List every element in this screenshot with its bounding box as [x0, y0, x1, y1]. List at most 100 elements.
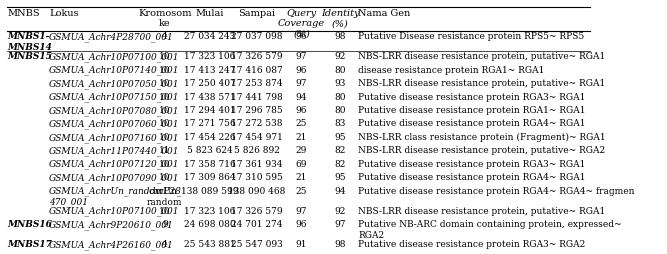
Text: NBS-LRR disease resistance protein, putative~ RGA1: NBS-LRR disease resistance protein, puta… [358, 79, 606, 88]
Text: MNBS15: MNBS15 [7, 52, 52, 61]
Text: 17 294 401: 17 294 401 [183, 106, 235, 115]
Text: 9: 9 [162, 220, 167, 229]
Text: Putative NB-ARC domain containing protein, expressed~
RGA2: Putative NB-ARC domain containing protei… [358, 220, 622, 240]
Text: 17 454 971: 17 454 971 [231, 133, 283, 142]
Text: 96: 96 [296, 32, 307, 41]
Text: GSMUA_Achr9P20610_001: GSMUA_Achr9P20610_001 [49, 220, 173, 230]
Text: NBS-LRR class resistance protein (Fragment)~ RGA1: NBS-LRR class resistance protein (Fragme… [358, 133, 606, 142]
Text: NBS-LRR disease resistance protein, putative~ RGA1: NBS-LRR disease resistance protein, puta… [358, 52, 606, 61]
Text: GSMUA_Achr10P07100_001: GSMUA_Achr10P07100_001 [49, 207, 179, 216]
Text: 17 323 106: 17 323 106 [184, 207, 235, 216]
Text: 17 361 934: 17 361 934 [231, 160, 283, 169]
Text: 10: 10 [159, 79, 171, 88]
Text: 97: 97 [296, 79, 307, 88]
Text: GSMUA_Achr10P07060_001: GSMUA_Achr10P07060_001 [49, 119, 179, 129]
Text: 10: 10 [159, 52, 171, 61]
Text: 17 326 579: 17 326 579 [231, 52, 283, 61]
Text: 97: 97 [296, 52, 307, 61]
Text: 17 253 874: 17 253 874 [231, 79, 283, 88]
Text: Putative Disease resistance protein RPS5~ RPS5: Putative Disease resistance protein RPS5… [358, 32, 584, 41]
Text: 95: 95 [334, 173, 346, 182]
Text: 4: 4 [162, 240, 167, 249]
Text: GSMUA_Achr10P07120_001: GSMUA_Achr10P07120_001 [49, 160, 179, 169]
Text: 95: 95 [334, 133, 346, 142]
Text: 94: 94 [334, 187, 346, 196]
Text: 10: 10 [159, 160, 171, 169]
Text: GSMUA_Achr4P26160_001: GSMUA_Achr4P26160_001 [49, 240, 173, 250]
Text: GSMUA_AchrUn_randomP28
470_001: GSMUA_AchrUn_randomP28 470_001 [49, 187, 182, 208]
Text: Putative disease resistance protein RGA3~ RGA1: Putative disease resistance protein RGA3… [358, 93, 586, 102]
Text: MNBS16: MNBS16 [7, 220, 52, 229]
Text: 96: 96 [296, 106, 307, 115]
Text: Putative disease resistance protein RGA1~ RGA1: Putative disease resistance protein RGA1… [358, 106, 586, 115]
Text: 17 454 226: 17 454 226 [183, 133, 235, 142]
Text: 17 272 538: 17 272 538 [231, 119, 283, 129]
Text: GSMUA_Achr11P07440_001: GSMUA_Achr11P07440_001 [49, 146, 179, 156]
Text: 17 323 106: 17 323 106 [184, 52, 235, 61]
Text: GSMUA_Achr10P07150_001: GSMUA_Achr10P07150_001 [49, 93, 179, 102]
Text: 97: 97 [296, 207, 307, 216]
Text: 10: 10 [159, 173, 171, 182]
Text: GSMUA_Achr10P07160_001: GSMUA_Achr10P07160_001 [49, 133, 179, 142]
Text: 93: 93 [335, 79, 346, 88]
Text: 97: 97 [334, 220, 346, 229]
Text: disease resistance protein RGA1~ RGA1: disease resistance protein RGA1~ RGA1 [358, 66, 544, 75]
Text: 5 826 892: 5 826 892 [234, 146, 280, 155]
Text: Identity
(%): Identity (%) [321, 9, 360, 28]
Text: 25 543 881: 25 543 881 [183, 240, 235, 249]
Text: Putative disease resistance protein RGA3~ RGA2: Putative disease resistance protein RGA3… [358, 240, 586, 249]
Text: 4: 4 [162, 32, 167, 41]
Text: Putative disease resistance protein RGA4~ RGA1: Putative disease resistance protein RGA4… [358, 173, 586, 182]
Text: Kromosom
ke: Kromosom ke [138, 9, 191, 28]
Text: 98: 98 [334, 240, 346, 249]
Text: 27 034 243: 27 034 243 [184, 32, 235, 41]
Text: 10: 10 [159, 93, 171, 102]
Text: NBS-LRR disease resistance protein, putative~ RGA2: NBS-LRR disease resistance protein, puta… [358, 146, 605, 155]
Text: 17 309 864: 17 309 864 [183, 173, 235, 182]
Text: 80: 80 [334, 66, 346, 75]
Text: 25 547 093: 25 547 093 [231, 240, 283, 249]
Text: 17 413 247: 17 413 247 [183, 66, 235, 75]
Text: 17 296 785: 17 296 785 [231, 106, 283, 115]
Text: 10: 10 [159, 66, 171, 75]
Text: GSMUA_Achr10P07050_001: GSMUA_Achr10P07050_001 [49, 79, 179, 89]
Text: 10: 10 [159, 119, 171, 129]
Text: NBS-LRR disease resistance protein, putative~ RGA1: NBS-LRR disease resistance protein, puta… [358, 207, 606, 216]
Text: MNBS1-
MNBS14: MNBS1- MNBS14 [7, 32, 52, 52]
Text: 5 823 624: 5 823 624 [187, 146, 232, 155]
Text: 17 438 571: 17 438 571 [183, 93, 235, 102]
Text: 25: 25 [296, 187, 307, 196]
Text: 98: 98 [334, 32, 346, 41]
Text: 91: 91 [296, 240, 307, 249]
Text: 80: 80 [334, 106, 346, 115]
Text: 27 037 098: 27 037 098 [231, 32, 283, 41]
Text: Mulai: Mulai [195, 9, 223, 18]
Text: 17 358 716: 17 358 716 [183, 160, 235, 169]
Text: 96: 96 [296, 66, 307, 75]
Text: GSMUA_Achr10P07080_001: GSMUA_Achr10P07080_001 [49, 106, 179, 116]
Text: chrUn_
random: chrUn_ random [147, 187, 183, 207]
Text: Putative disease resistance protein RGA4~ RGA4~ fragmen: Putative disease resistance protein RGA4… [358, 187, 634, 196]
Text: 92: 92 [335, 52, 346, 61]
Text: 10: 10 [159, 207, 171, 216]
Text: 21: 21 [296, 173, 307, 182]
Text: 24 701 274: 24 701 274 [231, 220, 283, 229]
Text: 24 698 080: 24 698 080 [183, 220, 235, 229]
Text: 29: 29 [296, 146, 307, 155]
Text: Nama Gen: Nama Gen [358, 9, 410, 18]
Text: 96: 96 [296, 220, 307, 229]
Text: GSMUA_Achr10P07100_001: GSMUA_Achr10P07100_001 [49, 52, 179, 62]
Text: MNBS17: MNBS17 [7, 240, 52, 249]
Text: 83: 83 [335, 119, 346, 129]
Text: Query
Coverage
(%): Query Coverage (%) [278, 9, 325, 39]
Text: Lokus: Lokus [49, 9, 79, 18]
Text: 82: 82 [335, 160, 346, 169]
Text: 138 089 599: 138 089 599 [181, 187, 238, 196]
Text: 92: 92 [335, 207, 346, 216]
Text: GSMUA_Achr10P07090_001: GSMUA_Achr10P07090_001 [49, 173, 179, 183]
Text: 10: 10 [159, 133, 171, 142]
Text: GSMUA_Achr4P28700_001: GSMUA_Achr4P28700_001 [49, 32, 173, 42]
Text: GSMUA_Achr10P07140_001: GSMUA_Achr10P07140_001 [49, 66, 179, 75]
Text: 10: 10 [159, 106, 171, 115]
Text: 17 441 798: 17 441 798 [231, 93, 283, 102]
